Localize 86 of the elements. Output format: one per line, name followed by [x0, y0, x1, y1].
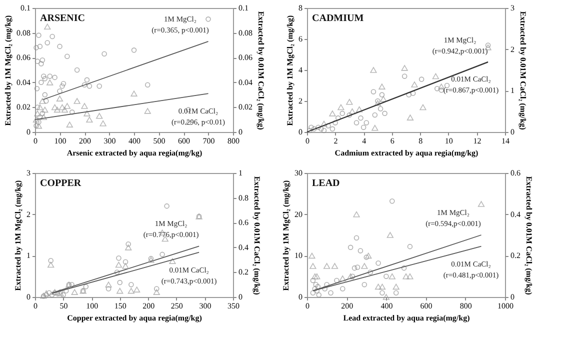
y2-tick-label: 0.6 — [238, 218, 248, 228]
x-tick-label: 500 — [153, 136, 166, 146]
y-tick-label: 4 — [298, 66, 302, 74]
y2-tick-label: 0 — [510, 128, 514, 136]
y2-tick-label: 0 — [238, 128, 242, 136]
y-tick-label: 0 — [26, 128, 30, 136]
y-tick-label: 6 — [298, 34, 302, 44]
y-axis-title: Extracted by 1M MgCl₂ (mg/kg) — [282, 180, 290, 291]
y2-tick-label: 0.1 — [238, 4, 248, 12]
x-tick-label: 250 — [170, 302, 183, 310]
x-tick-label: 12 — [473, 136, 482, 146]
x-axis-title: Copper extracted by aqua regia(mg/kg) — [67, 314, 202, 322]
y-tick-label: 0 — [26, 292, 30, 302]
y-axis-title: Extracted by 1M MgCl₂ (mg/kg) — [14, 180, 22, 291]
y-tick-label: 2 — [298, 96, 302, 106]
y-tick-label: 20 — [294, 210, 302, 219]
y2-tick-label: 3 — [510, 4, 514, 12]
x-tick-label: 700 — [202, 136, 215, 146]
chart-title: ARSENIC — [40, 13, 86, 24]
y-tick-label: 30 — [294, 168, 302, 178]
x-tick-label: 2 — [334, 136, 338, 146]
x-tick-label: 600 — [420, 302, 432, 310]
x-tick-label: 300 — [104, 136, 116, 146]
y-axis-title: Extracted by 1M MgCl₂ (mg/kg) — [4, 14, 12, 126]
x-axis-title: Lead extracted by aqua regia(mg/kg) — [343, 314, 470, 322]
text: LEAD — [312, 178, 340, 189]
x-tick-label: 600 — [178, 136, 190, 146]
y-axis-title: Extracted by 1M MgCl₂ (mg/kg) — [286, 14, 294, 126]
x-tick-label: 200 — [79, 136, 91, 146]
y-tick-label: 0.02 — [16, 102, 30, 112]
y2-tick-label: 0.6 — [510, 168, 520, 178]
x-axis-title: Cadmium extracted by aqua regia(mg/kg) — [334, 148, 479, 158]
y2-tick-label: 0.04 — [238, 78, 252, 87]
x-tick-label: 8 — [418, 136, 423, 146]
y2-tick-label: 0.2 — [238, 268, 248, 277]
y2-axis-title: Extracted by 0.01M CaCl₂ (mg/kg) — [252, 176, 262, 296]
y2-tick-label: 0.4 — [510, 210, 520, 219]
x-tick-label: 300 — [199, 302, 212, 310]
x-tick-label: 1000 — [498, 302, 514, 310]
y2-tick-label: 0.8 — [238, 193, 248, 202]
x-tick-label: 800 — [460, 302, 472, 310]
x-tick-label: 100 — [54, 136, 66, 146]
y2-tick-label: 0 — [238, 292, 242, 302]
y2-axis-title: Extracted by 0.01M CaCl₂ (mg/kg) — [524, 176, 534, 296]
x-axis-title: Arsenic extracted by aqua regia(mg/kg) — [66, 148, 203, 158]
x-tick-label: 50 — [60, 302, 68, 310]
y-tick-label: 0.1 — [20, 4, 30, 12]
y-tick-label: 0.04 — [16, 78, 30, 87]
chart-title: CADMIUM — [312, 13, 364, 24]
x-tick-label: 0 — [306, 136, 310, 146]
y-tick-label: 8 — [298, 4, 302, 12]
x-tick-label: 6 — [390, 136, 394, 146]
x-tick-label: 4 — [362, 136, 366, 146]
x-tick-label: 400 — [380, 302, 393, 310]
x-tick-label: 0 — [306, 302, 310, 310]
y-tick-label: 10 — [294, 251, 302, 260]
y-tick-label: 0.06 — [16, 53, 30, 62]
y2-tick-label: 0.02 — [238, 102, 252, 112]
x-tick-label: 200 — [341, 302, 354, 310]
x-tick-label: 10 — [444, 136, 453, 146]
y2-tick-label: 0.06 — [238, 53, 252, 62]
y2-tick-label: 0.4 — [238, 242, 248, 252]
y-tick-label: 0 — [298, 128, 302, 136]
y-tick-label: 2 — [26, 210, 30, 219]
y-tick-label: 0 — [298, 292, 302, 302]
x-tick-label: 200 — [142, 302, 155, 310]
y-tick-label: 0.08 — [16, 28, 30, 38]
y2-axis-title: Extracted by 0.01M CaCl₂ (mg/kg) — [518, 11, 528, 130]
y2-tick-label: 0.2 — [510, 251, 520, 260]
x-tick-label: 400 — [128, 136, 140, 146]
text: COPPER — [40, 178, 82, 189]
y2-axis-title: Extracted by 0.01M CaCl₂ (mg/kg) — [256, 11, 266, 130]
x-tick-label: 0 — [34, 302, 38, 310]
y2-tick-label: 0 — [510, 292, 514, 302]
x-tick-label: 100 — [86, 302, 98, 310]
y2-tick-label: 0.08 — [238, 28, 252, 38]
y2-tick-label: 1 — [238, 168, 242, 178]
x-tick-label: 0 — [34, 136, 38, 146]
x-tick-label: 14 — [502, 136, 510, 146]
y2-tick-label: 1 — [510, 86, 514, 96]
x-tick-label: 800 — [228, 136, 240, 146]
y2-tick-label: 2 — [510, 44, 514, 54]
x-tick-label: 150 — [114, 302, 126, 310]
y-tick-label: 3 — [26, 168, 30, 178]
y-tick-label: 1 — [26, 251, 30, 260]
x-tick-label: 350 — [228, 302, 240, 310]
